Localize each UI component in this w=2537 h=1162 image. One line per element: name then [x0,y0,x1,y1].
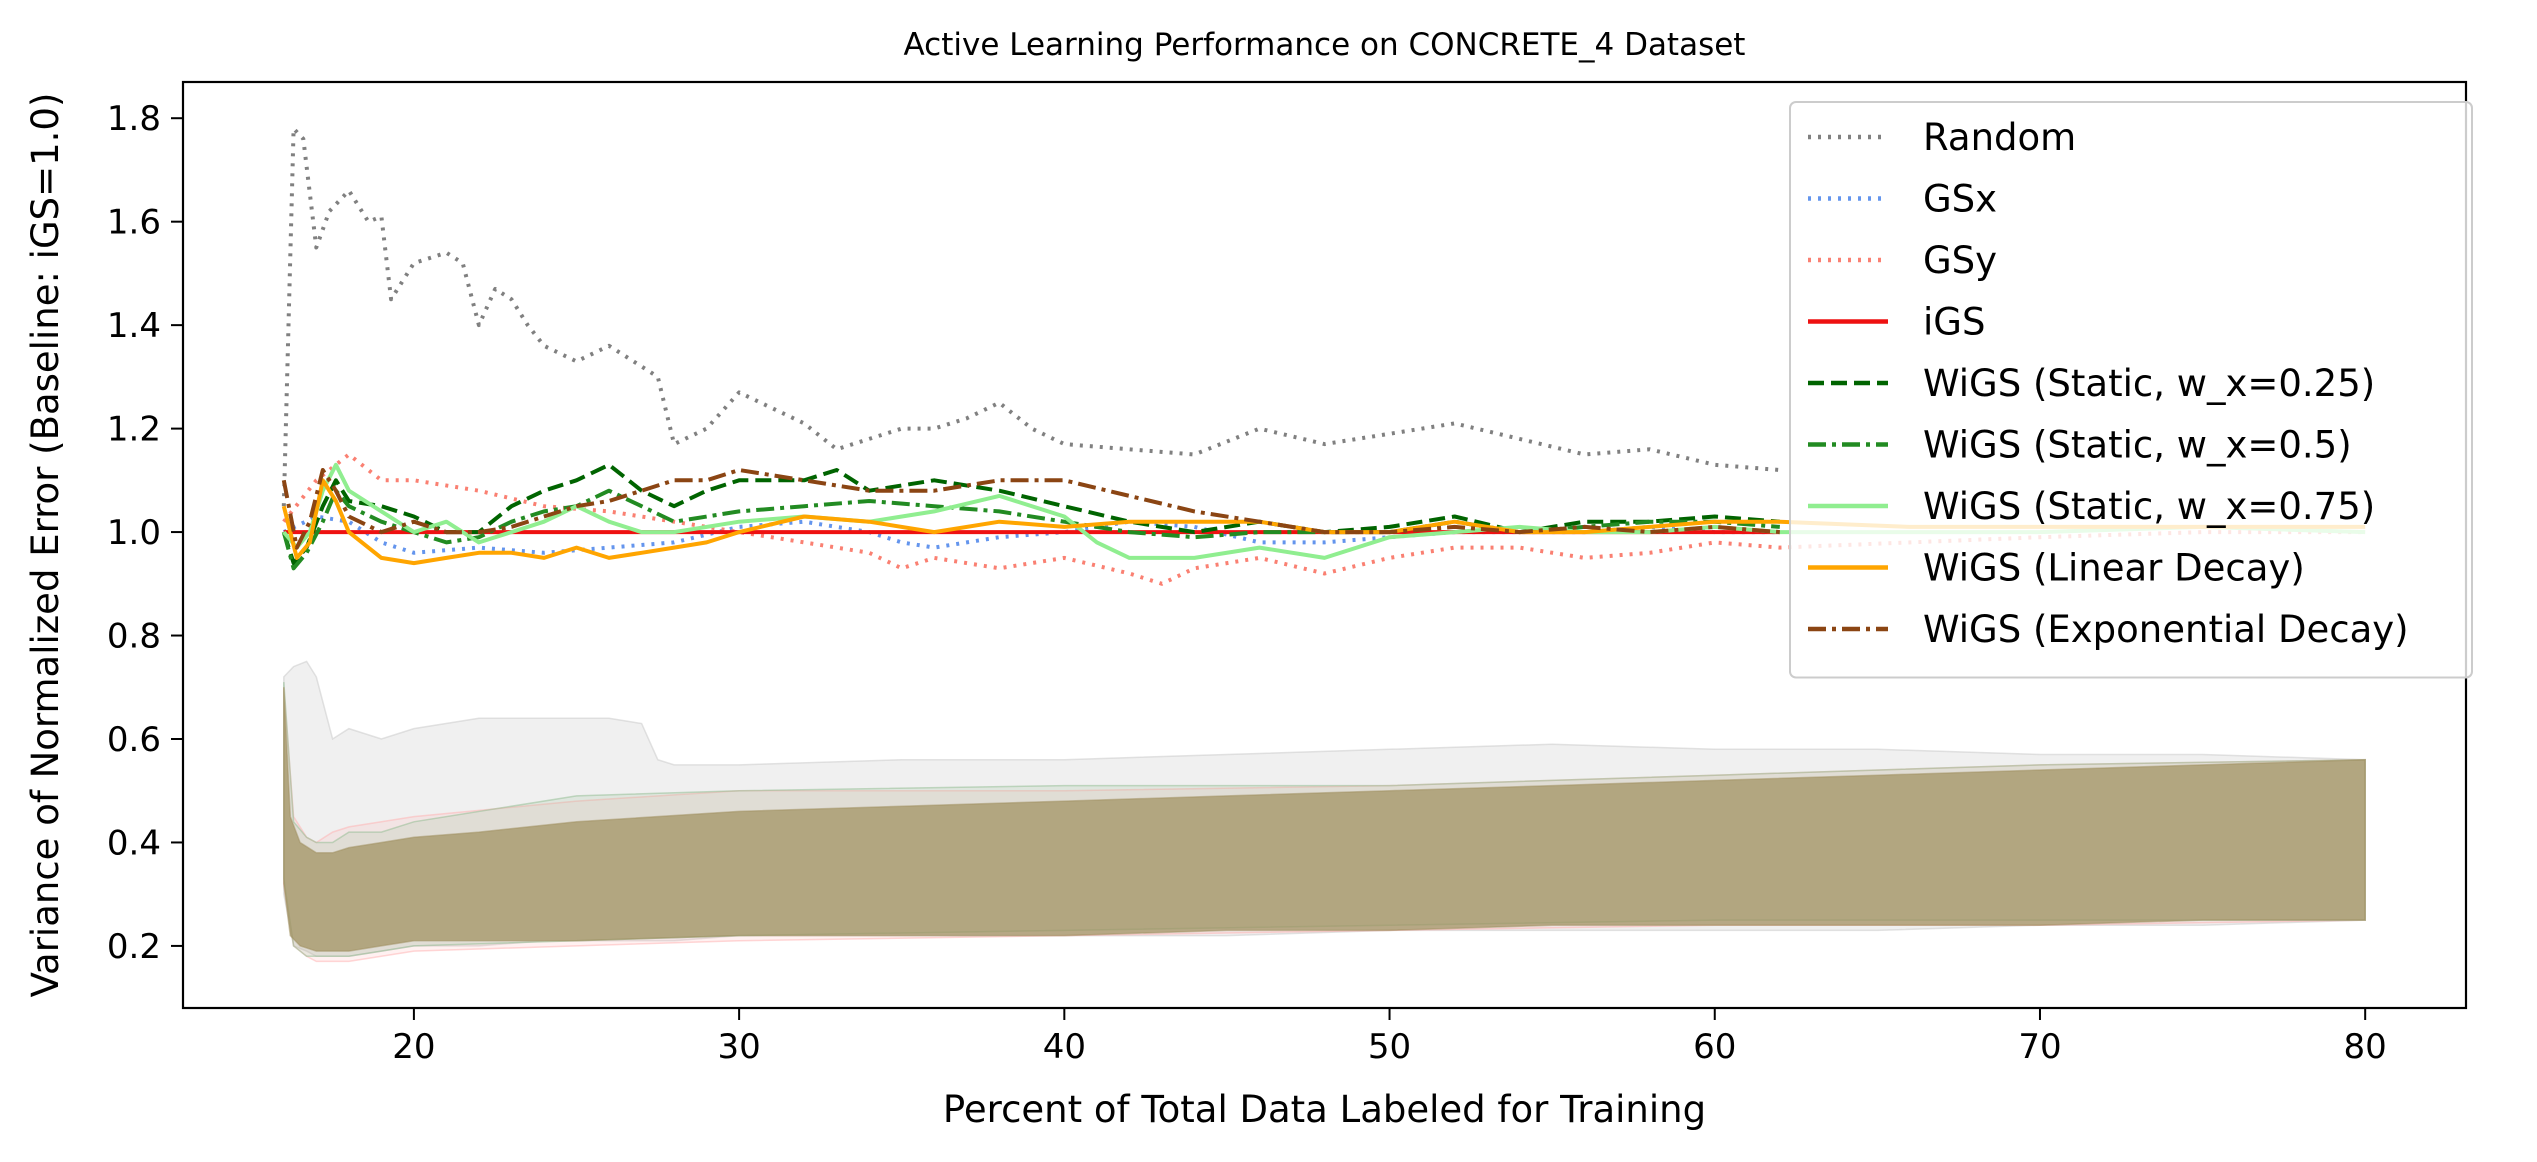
y-tick-label: 1.6 [107,203,161,243]
x-axis-label: Percent of Total Data Labeled for Traini… [943,1088,1706,1131]
legend-label-wigs-static-w-x-0-75: WiGS (Static, w_x=0.75) [1923,485,2375,528]
legend-label-wigs-linear-decay: WiGS (Linear Decay) [1923,547,2305,590]
legend-label-random: Random [1923,116,2076,159]
x-tick-label: 40 [1043,1027,1086,1067]
chart-title: Active Learning Performance on CONCRETE_… [904,27,1746,63]
y-tick-label: 1.4 [107,306,161,346]
confidence-band-4 [283,687,2366,952]
series-line-wigs-exponential-decay [281,468,1780,550]
x-tick-label: 80 [2344,1027,2387,1067]
legend: Random GSx GSy iGS WiGS (Static, w_x=0.25) Wi… [1789,101,2473,679]
x-tick-label: 70 [2018,1027,2061,1067]
y-tick-label: 0.2 [107,927,161,967]
x-tick-label: 20 [392,1027,435,1067]
y-tick-label: 1.0 [107,513,161,553]
x-tick-label: 60 [1693,1027,1736,1067]
y-tick-label: 1.2 [107,410,161,450]
x-tick-label: 30 [717,1027,760,1067]
legend-label-gsy: GSy [1923,239,1997,282]
y-tick-label: 0.6 [107,720,161,760]
series-line-wigs-linear-decay [281,478,2366,566]
legend-label-wigs-exponential-decay: WiGS (Exponential Decay) [1923,608,2409,651]
y-tick-label: 0.4 [107,823,161,863]
legend-label-wigs-static-w-x-0-25: WiGS (Static, w_x=0.25) [1923,362,2375,405]
legend-box [1789,101,2473,679]
y-axis-label: Variance of Normalized Error (Baseline: … [24,93,67,998]
legend-label-wigs-static-w-x-0-5: WiGS (Static, w_x=0.5) [1923,424,2352,467]
series-line-wigs-static-w-x-0-25 [281,462,1780,566]
series-lines [281,126,2366,586]
x-axis-ticks: 20 30 40 50 60 70 80 [392,1008,2387,1067]
confidence-bands [283,660,2366,963]
y-tick-label: 0.8 [107,617,161,657]
legend-label-gsx: GSx [1923,178,1997,221]
y-axis-ticks: 0.2 0.4 0.6 0.8 1.0 1.2 1.4 1.6 1.8 [107,99,183,967]
x-tick-label: 50 [1368,1027,1411,1067]
series-line-wigs-static-w-x-0-75 [282,462,2366,560]
legend-label-igs: iGS [1923,301,1985,344]
y-tick-label: 1.8 [107,99,161,139]
